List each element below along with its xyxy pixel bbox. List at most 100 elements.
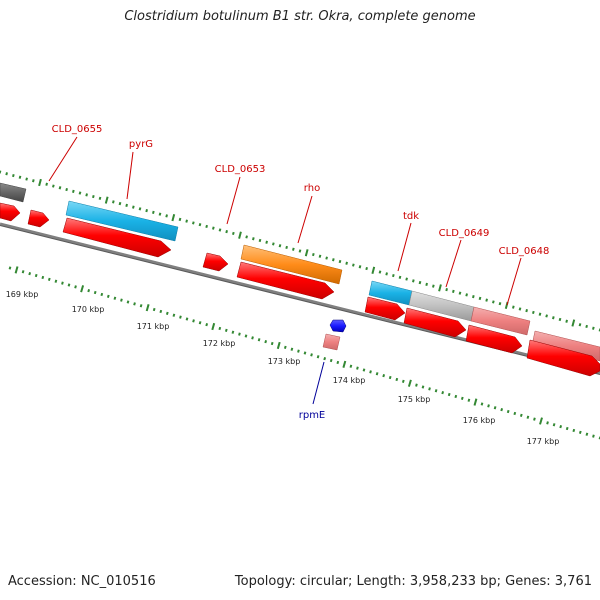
scale-label: 170 kbp: [72, 305, 105, 314]
minor-tick: [592, 434, 595, 438]
leader-line-tdk: [397, 222, 412, 272]
minor-tick: [32, 179, 35, 183]
minor-tick: [152, 307, 156, 312]
minor-tick: [478, 296, 482, 301]
minor-tick: [251, 336, 254, 340]
minor-tick: [232, 231, 235, 236]
minor-tick: [533, 417, 536, 421]
minor-tick: [159, 309, 163, 314]
cds-arrow: [526, 339, 600, 377]
minor-tick: [192, 221, 195, 225]
minor-tick: [28, 272, 32, 276]
gene-feature-cld0648: [470, 306, 531, 336]
gene-feature-rho: [240, 244, 343, 285]
minor-tick: [85, 193, 88, 197]
minor-tick: [133, 302, 136, 306]
cds-arrow: [0, 202, 21, 222]
minor-tick: [432, 284, 435, 288]
minor-tick: [472, 295, 475, 299]
minor-tick: [283, 345, 287, 349]
major-tick: [539, 417, 543, 425]
minor-tick: [447, 392, 451, 397]
major-tick: [80, 285, 85, 293]
minor-tick: [392, 273, 395, 278]
minor-tick: [120, 298, 123, 302]
minor-tick: [12, 173, 15, 178]
gene-label-rho: rho: [304, 183, 320, 194]
minor-tick: [224, 328, 228, 332]
minor-tick: [218, 228, 222, 232]
minor-tick: [152, 210, 155, 214]
scale-label: 175 kbp: [398, 395, 431, 404]
minor-tick: [506, 409, 510, 414]
major-tick: [473, 398, 478, 406]
major-tick: [438, 284, 442, 292]
major-tick: [145, 304, 150, 312]
leader-line-cld0655: [48, 136, 78, 182]
minor-tick: [332, 258, 335, 262]
gene-label-cld0653: CLD_0653: [215, 164, 266, 175]
minor-tick: [34, 273, 38, 278]
minor-tick: [572, 428, 576, 433]
major-tick: [211, 322, 216, 331]
minor-tick: [297, 349, 300, 353]
map-title: Clostridium botulinum B1 str. Okra, comp…: [124, 9, 476, 24]
minor-tick: [538, 312, 542, 316]
minor-tick: [365, 266, 368, 271]
minor-tick: [118, 201, 122, 206]
minor-tick: [139, 304, 143, 308]
minor-tick: [172, 313, 176, 317]
gene-label-cld0649: CLD_0649: [439, 228, 490, 239]
minor-tick: [465, 293, 468, 297]
cds-arrow: [465, 324, 523, 354]
minor-tick: [546, 421, 549, 425]
minor-tick: [61, 281, 64, 285]
minor-tick: [145, 209, 148, 213]
minor-tick: [106, 294, 110, 298]
minor-tick: [388, 375, 392, 380]
minor-tick: [125, 203, 128, 207]
minor-tick: [113, 296, 117, 300]
minor-tick: [345, 261, 348, 265]
major-tick: [104, 196, 109, 204]
minor-tick: [552, 316, 555, 320]
minor-tick: [500, 408, 504, 412]
minor-tick: [310, 353, 313, 357]
minor-tick: [585, 324, 588, 329]
gene-label-pyrg: pyrG: [129, 139, 153, 150]
minor-tick: [265, 240, 268, 244]
minor-tick: [356, 366, 359, 370]
scale-label: 172 kbp: [203, 339, 236, 348]
minor-tick: [264, 340, 268, 344]
minor-tick: [412, 279, 415, 283]
minor-tick: [258, 238, 262, 243]
minor-tick: [592, 326, 595, 330]
minor-tick: [329, 358, 333, 363]
minor-tick: [445, 288, 448, 292]
scale-label: 176 kbp: [463, 416, 496, 425]
scale-label: 177 kbp: [527, 437, 560, 446]
minor-tick: [454, 394, 458, 399]
minor-tick: [212, 226, 215, 230]
gene-label-rpme: rpmE: [299, 410, 326, 421]
minor-tick: [198, 223, 202, 227]
minor-tick: [303, 351, 307, 355]
cds-arrow: [403, 307, 467, 338]
minor-tick: [47, 277, 51, 281]
minor-tick: [138, 207, 142, 211]
minor-tick: [325, 256, 328, 260]
minor-tick: [513, 411, 517, 416]
minor-tick: [585, 432, 589, 436]
minor-tick: [362, 368, 366, 372]
minor-tick: [428, 387, 431, 391]
minor-tick: [480, 402, 484, 406]
minor-tick: [498, 302, 502, 306]
minor-tick: [278, 244, 282, 248]
minor-tick: [460, 396, 464, 400]
leader-line-rpme: [312, 361, 325, 405]
minor-tick: [375, 372, 379, 376]
scale-label: 171 kbp: [137, 322, 170, 331]
major-tick: [371, 266, 376, 274]
major-tick: [407, 379, 412, 387]
